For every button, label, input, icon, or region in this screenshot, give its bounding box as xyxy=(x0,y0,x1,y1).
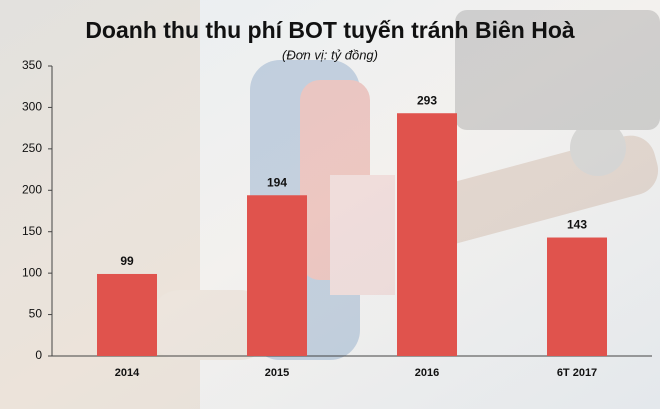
y-tick-label: 350 xyxy=(22,58,42,72)
chart-subtitle: (Đơn vị: tỷ đồng) xyxy=(282,47,378,62)
value-label: 99 xyxy=(120,254,134,268)
value-label: 194 xyxy=(267,175,287,189)
y-tick-label: 200 xyxy=(22,182,42,196)
y-tick-label: 0 xyxy=(35,348,42,362)
y-tick-label: 300 xyxy=(22,100,42,114)
x-tick-label: 2014 xyxy=(115,367,140,379)
bar xyxy=(547,237,607,356)
bar xyxy=(97,273,157,356)
y-tick-label: 150 xyxy=(22,224,42,238)
x-tick-label: 6T 2017 xyxy=(557,367,597,379)
bar xyxy=(247,195,307,356)
value-label: 293 xyxy=(417,93,437,107)
bar xyxy=(397,113,457,356)
y-tick-label: 100 xyxy=(22,265,42,279)
chart-title: Doanh thu thu phí BOT tuyến tránh Biên H… xyxy=(85,17,575,43)
x-tick-label: 2016 xyxy=(415,367,439,379)
y-tick-label: 50 xyxy=(29,307,43,321)
value-label: 143 xyxy=(567,218,587,232)
y-tick-label: 250 xyxy=(22,141,42,155)
x-tick-label: 2015 xyxy=(265,367,289,379)
